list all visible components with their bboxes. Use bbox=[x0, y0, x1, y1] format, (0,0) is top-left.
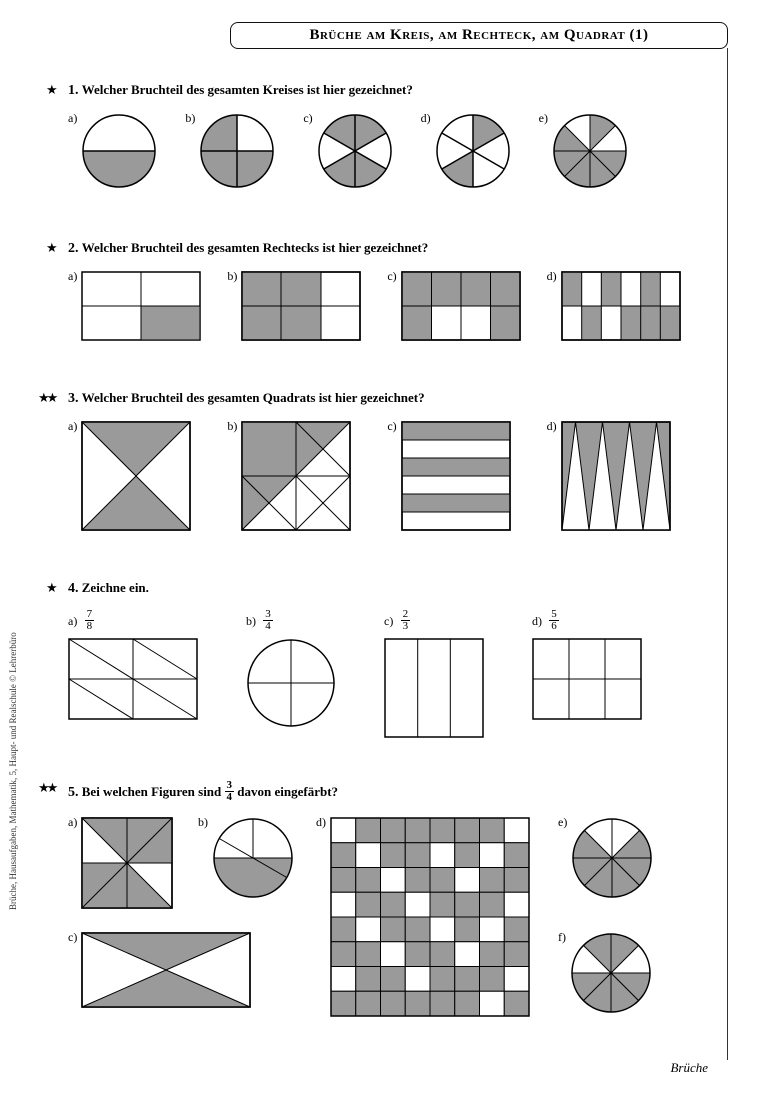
exercise-text: Welcher Bruchteil des gesamten Rechtecks… bbox=[82, 240, 428, 255]
item-5f: f) bbox=[558, 932, 652, 1014]
exercise-2: ★ 2. Welcher Bruchteil des gesamten Rech… bbox=[68, 240, 710, 341]
item-label: c) bbox=[387, 419, 396, 434]
item-label: b) bbox=[198, 815, 208, 830]
square-spikes bbox=[561, 421, 671, 531]
circle-alt-8 bbox=[570, 932, 652, 1014]
item-label: b) bbox=[246, 614, 256, 628]
exercise-text: Zeichne ein. bbox=[82, 580, 149, 595]
rect-6-8 bbox=[401, 271, 521, 341]
blank-rect-6 bbox=[532, 638, 642, 720]
item-3a: a) bbox=[68, 421, 191, 531]
page-vertical-line bbox=[727, 48, 728, 1060]
item-4d: d) 56 bbox=[532, 609, 642, 738]
exercise-1: ★ 1. Welcher Bruchteil des gesamten Krei… bbox=[68, 82, 710, 189]
exercise-text: Welcher Bruchteil des gesamten Kreises i… bbox=[82, 82, 413, 97]
difficulty-star-icon: ★ bbox=[46, 240, 58, 256]
exercise-text: Bei welchen Figuren sind 34 davon eingef… bbox=[82, 784, 338, 799]
exercise-3: ★★ 3. Welcher Bruchteil des gesamten Qua… bbox=[68, 390, 710, 531]
circle-2-6 bbox=[435, 113, 511, 189]
difficulty-star-icon: ★★ bbox=[38, 780, 55, 796]
circle-half bbox=[81, 113, 157, 189]
fraction-3-4: 34 bbox=[225, 780, 235, 803]
item-5c: c) bbox=[68, 932, 251, 1008]
difficulty-star-icon: ★ bbox=[46, 82, 58, 98]
grid-8x8 bbox=[330, 817, 530, 1017]
item-label: d) bbox=[547, 419, 557, 434]
circle-6-8 bbox=[552, 113, 628, 189]
item-label: b) bbox=[227, 269, 237, 284]
item-label: d) bbox=[547, 269, 557, 284]
difficulty-star-icon: ★★ bbox=[38, 390, 55, 406]
item-5a: a) bbox=[68, 817, 173, 909]
circle-3-4 bbox=[199, 113, 275, 189]
item-4c: c) 23 bbox=[384, 609, 484, 738]
item-2c: c) bbox=[387, 271, 520, 341]
item-label: b) bbox=[227, 419, 237, 434]
item-5e: e) bbox=[558, 817, 653, 899]
item-label: c) bbox=[68, 930, 77, 945]
fraction-3-4: 34 bbox=[263, 609, 273, 632]
item-1d: d) bbox=[421, 113, 511, 189]
item-label: a) bbox=[68, 614, 77, 628]
rect-1-4 bbox=[81, 271, 201, 341]
square-triangles bbox=[81, 421, 191, 531]
item-label: d) bbox=[421, 111, 431, 126]
copyright-text: Brüche, Hausaufgaben, Mathematik, 5, Hau… bbox=[8, 632, 18, 910]
item-4a: a) 78 bbox=[68, 609, 198, 738]
exercise-number: 5. bbox=[68, 785, 79, 800]
item-label: c) bbox=[387, 269, 396, 284]
item-label: d) bbox=[532, 614, 542, 628]
circle-3-4-h bbox=[212, 817, 294, 899]
exercise-5: ★★ 5. Bei welchen Figuren sind 34 davon … bbox=[68, 780, 710, 1057]
item-label: a) bbox=[68, 815, 77, 830]
page-title: Brüche am Kreis, am Rechteck, am Quadrat… bbox=[230, 22, 728, 49]
item-label: d) bbox=[316, 815, 326, 830]
item-label: c) bbox=[384, 614, 393, 628]
circle-4-6 bbox=[317, 113, 393, 189]
rect-4-6 bbox=[241, 271, 361, 341]
item-1b: b) bbox=[185, 113, 275, 189]
exercise-4: ★ 4. Zeichne ein. a) 78 b) 34 bbox=[68, 580, 710, 738]
exercise-text: Welcher Bruchteil des gesamten Quadrats … bbox=[82, 390, 425, 405]
square-mixed bbox=[241, 421, 351, 531]
circle-6-8-b bbox=[571, 817, 653, 899]
item-4b: b) 34 bbox=[246, 609, 336, 738]
item-3b: b) bbox=[227, 421, 351, 531]
item-1a: a) bbox=[68, 113, 157, 189]
exercise-number: 2. bbox=[68, 241, 79, 256]
item-2a: a) bbox=[68, 271, 201, 341]
blank-rect-diag bbox=[68, 638, 198, 720]
exercise-number: 1. bbox=[68, 83, 79, 98]
blank-circle-4 bbox=[246, 638, 336, 728]
item-1e: e) bbox=[539, 113, 628, 189]
square-8-tri bbox=[81, 817, 173, 909]
item-5b: b) bbox=[198, 817, 294, 899]
blank-square-3 bbox=[384, 638, 484, 738]
item-label: c) bbox=[303, 111, 312, 126]
square-stripes bbox=[401, 421, 511, 531]
item-label: f) bbox=[558, 930, 566, 945]
fraction-7-8: 78 bbox=[85, 609, 95, 632]
rect-7-12 bbox=[561, 271, 681, 341]
difficulty-star-icon: ★ bbox=[46, 580, 58, 596]
exercise-number: 4. bbox=[68, 581, 79, 596]
rect-tri bbox=[81, 932, 251, 1008]
item-3c: c) bbox=[387, 421, 510, 531]
item-label: a) bbox=[68, 269, 77, 284]
item-label: e) bbox=[558, 815, 567, 830]
exercise-number: 3. bbox=[68, 391, 79, 406]
footer-label: Brüche bbox=[670, 1060, 708, 1076]
fraction-2-3: 23 bbox=[401, 609, 411, 632]
item-1c: c) bbox=[303, 113, 392, 189]
item-3d: d) bbox=[547, 421, 671, 531]
item-label: a) bbox=[68, 111, 77, 126]
item-label: b) bbox=[185, 111, 195, 126]
fraction-5-6: 56 bbox=[549, 609, 559, 632]
item-2d: d) bbox=[547, 271, 681, 341]
item-5d: d) bbox=[316, 817, 530, 1017]
item-label: a) bbox=[68, 419, 77, 434]
item-2b: b) bbox=[227, 271, 361, 341]
item-label: e) bbox=[539, 111, 548, 126]
